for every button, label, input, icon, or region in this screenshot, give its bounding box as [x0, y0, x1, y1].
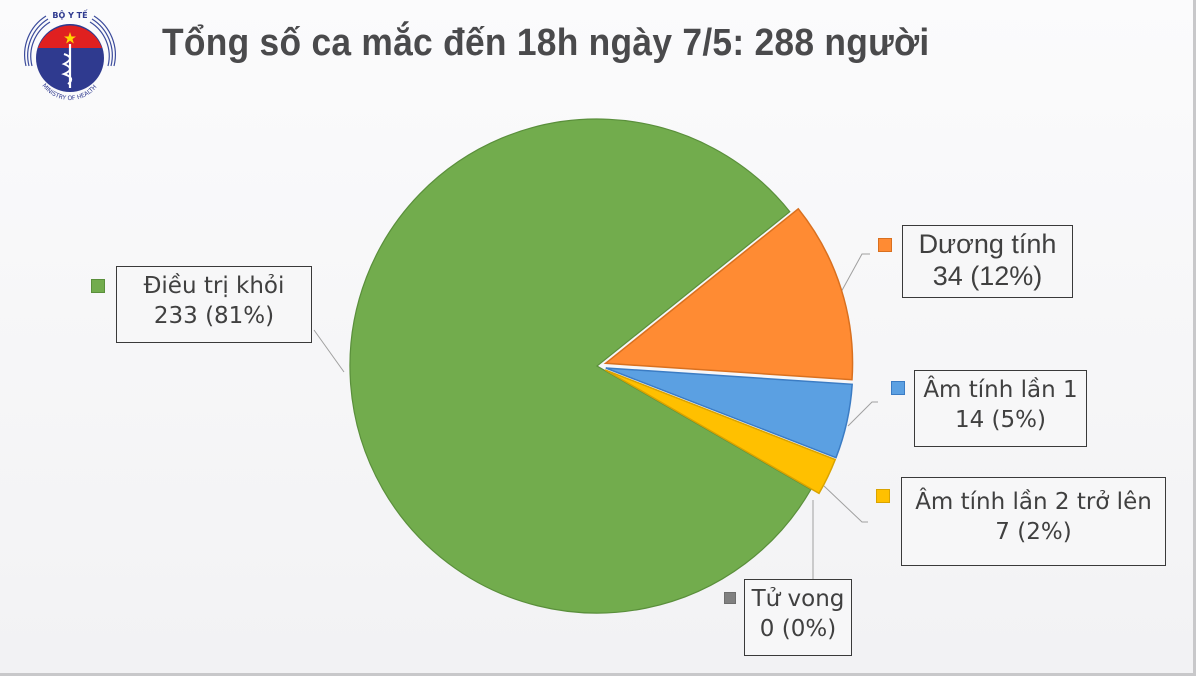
swatch-deceased: [724, 592, 736, 604]
slice-negative-once[interactable]: [605, 367, 853, 459]
label-positive: Dương tính 34 (12%): [902, 225, 1073, 298]
label-negative-twice-plus: Âm tính lần 2 trở lên 7 (2%): [901, 477, 1166, 566]
swatch-positive: [878, 238, 892, 252]
swatch-recovered: [91, 279, 105, 293]
label-negative-once: Âm tính lần 1 14 (5%): [914, 370, 1087, 447]
swatch-negative-twice-plus: [876, 489, 890, 503]
leader-line-negative-twice: [823, 485, 868, 523]
slice-recovered[interactable]: [349, 118, 812, 614]
label-recovered: Điều trị khỏi 233 (81%): [116, 266, 312, 343]
swatch-negative-once: [891, 381, 905, 395]
leader-line-positive: [839, 253, 870, 295]
label-deceased: Tử vong 0 (0%): [744, 579, 852, 656]
svg-text:BỘ Y TẾ: BỘ Y TẾ: [52, 8, 88, 20]
leader-line-negative-once: [847, 401, 878, 427]
chart-title: Tổng số ca mắc đến 18h ngày 7/5: 288 ngư…: [162, 22, 930, 64]
leader-line-recovered: [313, 329, 345, 373]
slice-positive[interactable]: [603, 207, 854, 381]
slice-negative-twice-plus[interactable]: [604, 369, 837, 495]
ministry-of-health-logo: BỘ Y TẾ MINISTRY OF HEALTH: [24, 8, 116, 102]
